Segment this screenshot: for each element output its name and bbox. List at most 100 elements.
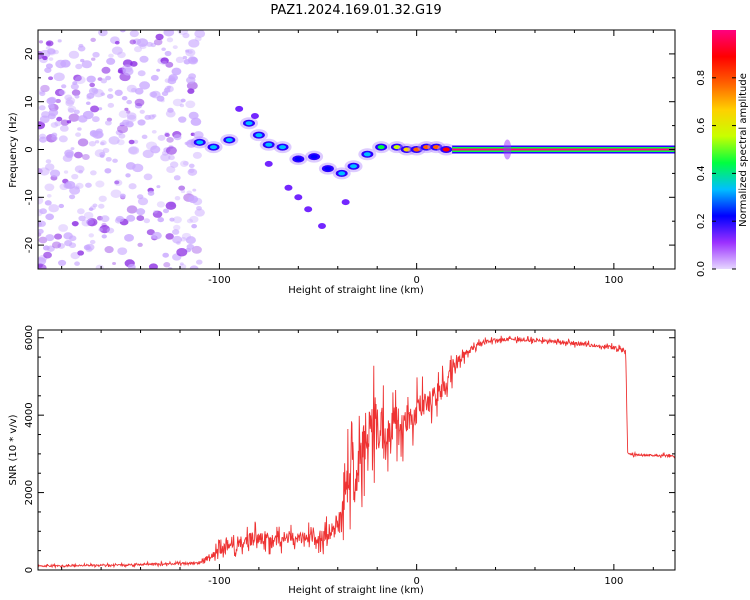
noise-speck — [169, 217, 175, 222]
noise-speck — [38, 168, 43, 175]
noise-speck — [95, 180, 105, 188]
y-tick-label: -20 — [24, 237, 35, 253]
noise-speck — [90, 170, 97, 176]
noise-speck — [38, 196, 44, 205]
noise-speck — [163, 30, 175, 37]
noise-speck — [67, 107, 75, 113]
noise-speck — [40, 84, 50, 93]
noise-speck — [70, 83, 79, 90]
noise-speck — [117, 247, 128, 255]
noise-speck — [89, 130, 99, 137]
ridge-peak — [265, 142, 273, 147]
noise-speck — [99, 151, 106, 157]
ridge-scatter-point — [304, 206, 313, 213]
noise-speck — [128, 146, 140, 155]
noise-speck — [139, 81, 151, 90]
noise-speck — [189, 215, 199, 223]
noise-speck — [44, 183, 55, 192]
noise-speck — [144, 114, 152, 120]
noise-speck — [143, 218, 151, 224]
noise-speck — [173, 224, 181, 231]
noise-speck — [68, 194, 76, 200]
noise-speck — [137, 242, 143, 247]
noise-speck — [74, 261, 80, 266]
noise-speck — [112, 158, 118, 163]
ridge-peak — [393, 145, 401, 150]
noise-speck — [165, 146, 177, 155]
noise-speck — [169, 161, 179, 168]
noise-speck — [151, 129, 157, 134]
noise-speck — [161, 60, 168, 66]
noise-speck — [102, 147, 110, 154]
x-tick-label: 0 — [413, 576, 419, 587]
noise-speck — [196, 206, 202, 211]
noise-speck — [78, 43, 84, 48]
noise-speck — [100, 78, 108, 84]
noise-speck — [173, 134, 182, 141]
noise-speck — [38, 263, 47, 269]
ridge-peak — [432, 145, 440, 150]
noise-speck — [38, 257, 47, 266]
noise-speck — [137, 197, 149, 206]
noise-speck — [187, 56, 198, 64]
noise-speck — [124, 234, 134, 242]
noise-speck — [146, 41, 153, 47]
noise-speck — [49, 169, 61, 178]
ridge-point — [240, 117, 259, 130]
noise-speck — [194, 208, 205, 217]
ridge-point — [249, 129, 268, 142]
y-tick-label: 0 — [24, 567, 35, 573]
noise-speck — [94, 140, 100, 144]
ridge-peak — [324, 166, 332, 171]
noise-speck — [85, 246, 93, 253]
colorbar-tick-label: 0.0 — [696, 261, 707, 277]
noise-speck — [90, 37, 96, 43]
noise-speck — [165, 233, 174, 240]
noise-speck — [39, 115, 50, 124]
ridge-point — [372, 141, 391, 154]
noise-speck — [116, 124, 129, 134]
noise-speck — [67, 105, 77, 113]
noise-speck — [111, 46, 123, 55]
noise-speck — [44, 200, 52, 206]
noise-speck — [185, 236, 196, 244]
noise-speck — [137, 119, 146, 126]
noise-speck — [98, 228, 103, 232]
noise-speck — [54, 233, 63, 240]
noise-speck — [77, 138, 89, 147]
noise-speck — [104, 168, 112, 174]
noise-speck — [167, 107, 174, 113]
ridge-peak — [294, 157, 302, 162]
ridge-peak — [442, 147, 450, 152]
noise-speck — [57, 242, 66, 249]
noise-speck — [77, 250, 85, 256]
ridge-point — [273, 141, 292, 154]
noise-speck — [178, 185, 186, 191]
noise-speck — [194, 30, 206, 38]
noise-speck — [51, 132, 58, 138]
noise-speck — [108, 136, 120, 145]
noise-speck — [88, 233, 95, 238]
noise-speck — [150, 234, 156, 239]
noise-speck — [104, 246, 114, 254]
noise-speck — [75, 63, 83, 70]
noise-speck — [114, 180, 120, 185]
noise-speck — [114, 89, 123, 96]
noise-speck — [153, 38, 163, 46]
noise-speck — [186, 243, 195, 250]
noise-speck — [162, 208, 170, 214]
noise-speck — [141, 134, 148, 140]
noise-speck — [86, 75, 96, 83]
noise-speck — [118, 133, 126, 139]
noise-speck — [173, 175, 181, 181]
noise-speck — [139, 55, 149, 63]
noise-speck — [187, 168, 198, 176]
noise-speck — [191, 245, 202, 254]
noise-speck — [167, 77, 177, 85]
ridge-point — [407, 143, 426, 156]
noise-speck — [55, 98, 61, 104]
noise-speck — [58, 203, 65, 209]
noise-speck — [190, 117, 202, 126]
colorbar: 0.0 0.2 0.4 0.6 0.8 Normalized spectral ampl… — [696, 30, 749, 277]
noise-speck — [143, 173, 153, 181]
